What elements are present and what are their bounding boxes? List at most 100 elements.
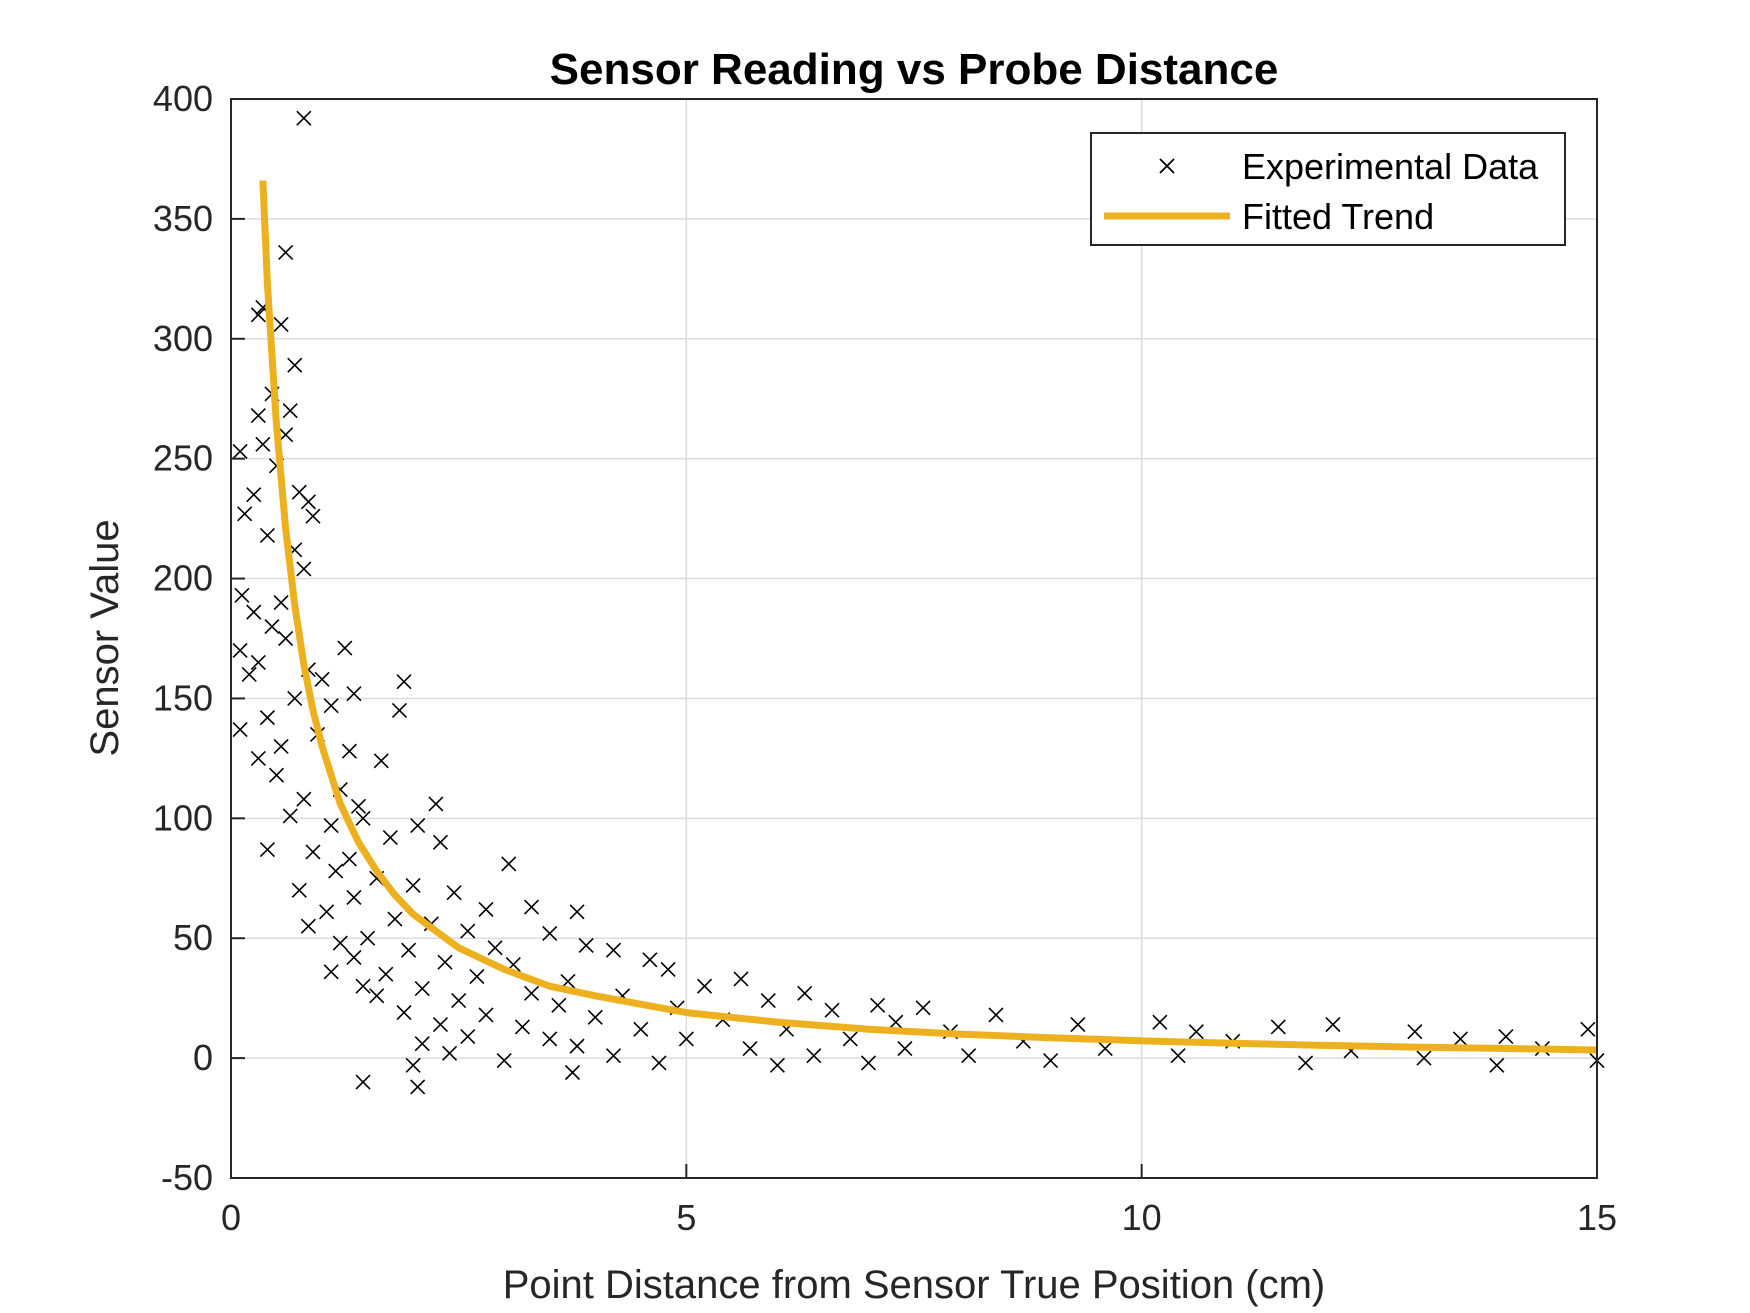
data-point	[696, 978, 713, 994]
data-point	[651, 1055, 667, 1071]
data-point	[633, 1021, 649, 1037]
data-point	[346, 949, 362, 965]
data-point	[410, 817, 426, 834]
y-tick-label: 200	[153, 558, 213, 599]
data-point	[410, 1079, 426, 1095]
data-point	[414, 981, 430, 997]
data-point	[551, 997, 567, 1013]
data-point	[369, 988, 385, 1004]
y-tick-label: 300	[153, 318, 213, 359]
legend: Experimental Data Fitted Trend	[1090, 132, 1566, 246]
data-point	[797, 985, 813, 1001]
chart-title: Sensor Reading vs Probe Distance	[550, 45, 1279, 94]
data-point	[478, 901, 494, 918]
data-point	[469, 969, 485, 985]
data-point	[888, 1014, 904, 1030]
data-point	[314, 671, 330, 687]
y-tick-label: 150	[153, 677, 213, 718]
data-point	[733, 971, 749, 987]
data-point	[234, 587, 250, 603]
data-point	[259, 710, 275, 726]
data-point	[296, 561, 312, 577]
data-point	[1416, 1050, 1432, 1066]
y-tick-label: 400	[153, 78, 213, 119]
data-point	[232, 722, 248, 738]
data-point	[523, 985, 540, 1001]
data-point	[564, 1064, 581, 1081]
data-point	[842, 1031, 858, 1047]
y-tick-label: -50	[161, 1157, 213, 1198]
data-point	[278, 244, 294, 261]
data-point	[824, 1002, 840, 1018]
data-point	[523, 899, 540, 915]
data-point	[387, 911, 403, 927]
y-tick-label: 350	[153, 198, 213, 239]
data-point	[319, 904, 335, 920]
data-point	[1170, 1048, 1186, 1064]
data-point	[287, 357, 303, 373]
data-point	[1489, 1057, 1505, 1073]
data-point	[860, 1055, 877, 1071]
data-point	[291, 882, 307, 898]
data-point	[1097, 1040, 1113, 1057]
legend-label-experimental: Experimental Data	[1242, 146, 1539, 187]
data-point	[396, 1004, 412, 1021]
data-point	[237, 506, 253, 522]
data-point	[246, 604, 262, 620]
data-point	[391, 702, 408, 718]
data-point	[660, 961, 676, 977]
data-point	[915, 1000, 931, 1016]
data-point	[870, 997, 886, 1013]
data-point	[569, 904, 585, 920]
x-axis-ticks: 0 5 10 15	[221, 1164, 1617, 1238]
legend-box	[1090, 132, 1566, 246]
data-point	[401, 942, 417, 958]
data-point	[1188, 1024, 1204, 1040]
data-point	[273, 738, 289, 754]
fitted-trend-line	[259, 180, 1598, 1054]
data-point	[414, 1036, 430, 1052]
x-tick-label: 15	[1577, 1197, 1617, 1238]
x-tick-label: 0	[221, 1197, 241, 1238]
data-point	[250, 307, 266, 323]
data-point	[300, 494, 316, 510]
data-point	[282, 808, 298, 824]
data-point	[259, 841, 275, 858]
data-point	[341, 851, 357, 867]
data-point	[1452, 1031, 1468, 1047]
data-point	[373, 753, 389, 769]
data-point	[451, 992, 467, 1009]
y-axis-label: Sensor Value	[83, 519, 127, 756]
data-point	[897, 1040, 913, 1057]
data-point	[337, 640, 353, 656]
x-axis-label: Point Distance from Sensor True Position…	[503, 1263, 1326, 1307]
data-point	[760, 992, 776, 1009]
y-tick-label: 50	[173, 917, 213, 958]
y-tick-label: 250	[153, 438, 213, 479]
data-point	[355, 1074, 371, 1090]
data-point	[769, 1057, 785, 1073]
data-point	[255, 436, 271, 452]
data-point	[496, 1052, 512, 1069]
data-point	[1152, 1014, 1168, 1030]
y-tick-label: 0	[193, 1037, 213, 1078]
data-point	[273, 316, 289, 332]
data-point	[542, 925, 558, 941]
y-axis-ticks: -50 0 50 100 150 200 250 300 350 400	[153, 78, 245, 1198]
data-point	[1325, 1016, 1341, 1033]
data-point	[501, 856, 517, 872]
data-point	[806, 1048, 822, 1064]
data-point	[341, 743, 357, 759]
data-point	[1580, 1021, 1596, 1037]
data-point	[1407, 1024, 1423, 1040]
data-point	[300, 918, 316, 934]
data-point	[250, 407, 266, 424]
data-point	[678, 1031, 694, 1047]
data-point	[287, 690, 303, 707]
axes-frame	[230, 98, 1598, 1179]
data-point	[446, 885, 462, 901]
data-point	[346, 686, 362, 702]
data-point	[296, 110, 312, 126]
data-point	[441, 1045, 458, 1061]
